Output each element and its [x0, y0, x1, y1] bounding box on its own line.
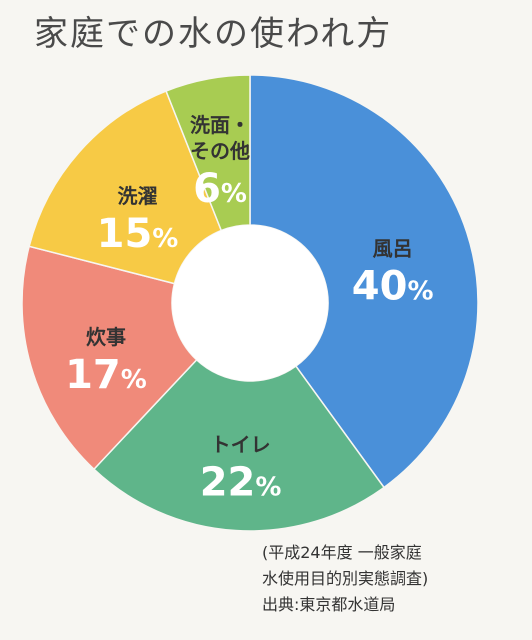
source-note-line-1: (平成24年度 一般家庭	[262, 543, 422, 562]
slice-value-1: 22%	[200, 460, 282, 506]
slice-label-0-0: 風呂	[373, 237, 413, 261]
slice-label-4-0: 洗面・	[190, 113, 250, 137]
slice-label-2-0: 炊事	[86, 325, 126, 349]
slice-value-4: 6%	[193, 166, 247, 212]
slice-value-2: 17%	[65, 352, 147, 398]
source-note: (平成24年度 一般家庭 水使用目的別実態調査) 出典:東京都水道局	[262, 540, 428, 618]
slice-label-3-0: 洗濯	[117, 184, 157, 208]
slice-label-1-0: トイレ	[211, 433, 271, 457]
donut-hole	[172, 225, 328, 381]
source-note-line-3: 出典:東京都水道局	[262, 595, 396, 614]
source-note-line-2: 水使用目的別実態調査)	[262, 569, 429, 588]
slice-value-3: 15%	[97, 211, 179, 257]
slice-label-4-1: その他	[190, 139, 250, 163]
chart-title: 家庭での水の使われ方	[34, 14, 393, 54]
slice-value-0: 40%	[352, 264, 434, 310]
